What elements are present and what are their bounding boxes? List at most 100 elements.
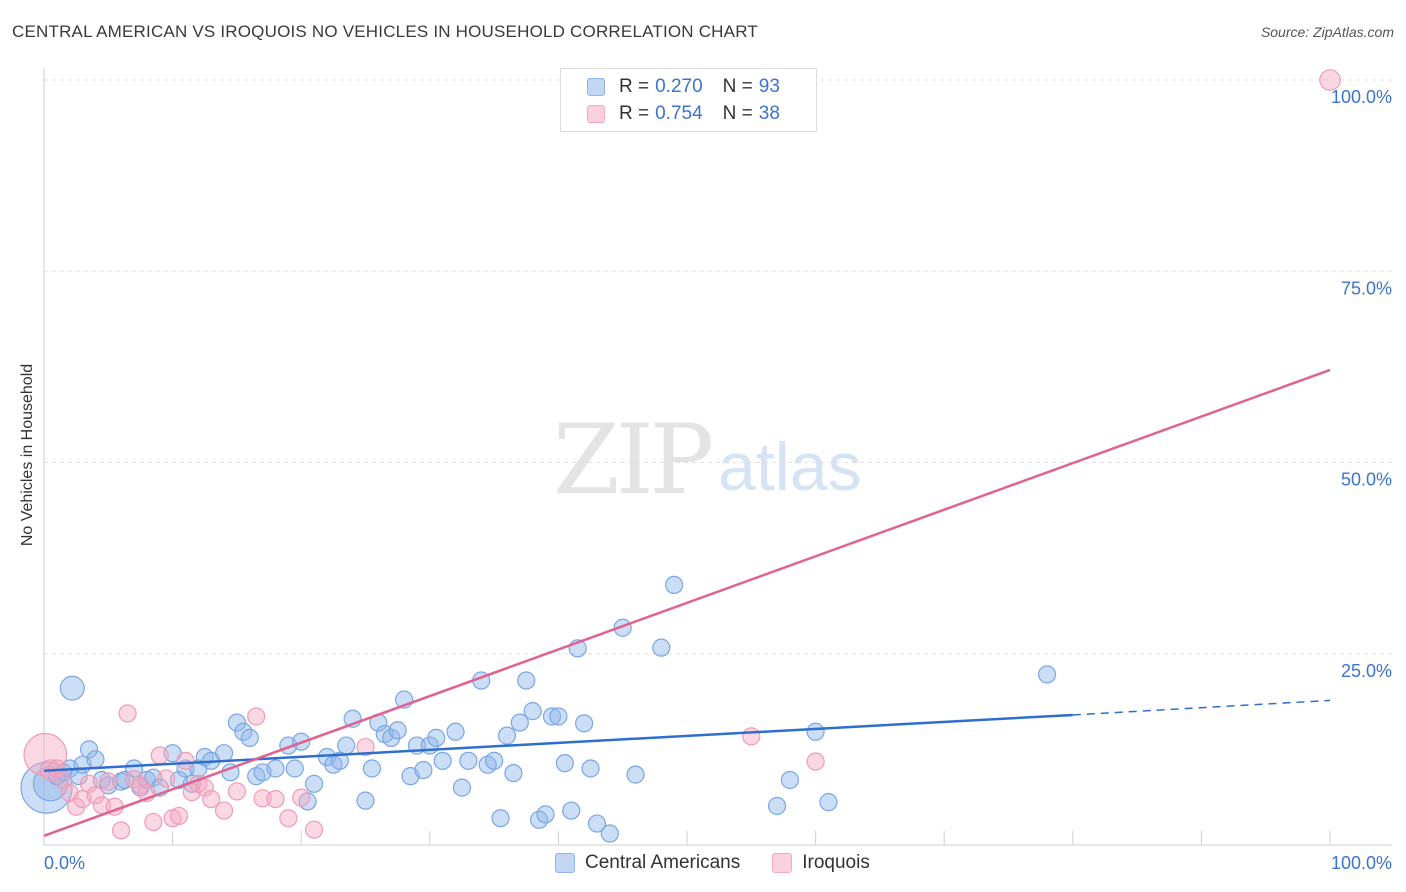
iroquois-point: [176, 751, 195, 770]
legend-r-value: 0.270: [655, 76, 703, 97]
iroquois-point: [279, 809, 298, 828]
central-american-point: [59, 675, 85, 701]
central-american-point: [542, 707, 562, 726]
central-american-point: [626, 765, 645, 784]
central-american-point: [517, 671, 536, 690]
central-american-point: [266, 759, 285, 778]
central-american-point: [652, 638, 671, 657]
iroquois-trendline: [43, 368, 1331, 837]
iroquois-point: [118, 704, 137, 723]
central-american-point: [575, 714, 594, 733]
central-american-point: [491, 809, 510, 828]
central-american-point: [227, 713, 246, 732]
central-american-point: [600, 824, 619, 843]
central-american-point: [504, 763, 523, 783]
central-american-point: [433, 751, 452, 770]
iroquois-point: [742, 727, 761, 746]
central-american-point: [485, 751, 504, 770]
watermark-atlas: atlas: [718, 429, 862, 505]
central-american-point: [497, 726, 517, 745]
series-legend: Central Americans Iroquois: [555, 852, 902, 874]
central-american-point: [240, 728, 259, 748]
legend-n-label: N =: [722, 103, 753, 124]
legend-n-value: 38: [758, 103, 780, 124]
legend-row-iroquois: R = 0.754 N = 38: [587, 102, 780, 126]
iroquois-point: [195, 778, 214, 797]
iroquois-point: [292, 788, 311, 807]
central-american-trendline: [43, 713, 1073, 773]
central-american-point: [446, 722, 465, 741]
central-american-point: [581, 759, 600, 778]
legend-n-label: N =: [722, 76, 753, 97]
legend-r-label: R =: [619, 76, 650, 97]
y-tick-label: 100.0%: [1331, 87, 1392, 107]
central-american-point: [304, 774, 324, 793]
central-american-point: [1037, 665, 1057, 684]
legend-r-value: 0.754: [655, 103, 703, 124]
central-american-point: [69, 767, 88, 786]
central-american-point: [124, 759, 144, 778]
central-american-point: [356, 791, 375, 810]
iroquois-point: [79, 774, 99, 793]
legend-swatch-iroquois: [587, 105, 605, 123]
y-tick-label: 50.0%: [1341, 470, 1392, 490]
central-american-point: [555, 754, 574, 773]
series-legend-central: Central Americans: [555, 852, 740, 874]
central-american-point: [767, 796, 787, 816]
source-label: Source: ZipAtlas.com: [1260, 24, 1394, 40]
iroquois-point: [202, 789, 221, 809]
central-american-trendline-extension: [1072, 699, 1331, 716]
central-american-point: [510, 713, 529, 732]
series-label-central: Central Americans: [585, 852, 741, 873]
legend: R = 0.270 N = 93 R = 0.754 N = 38: [560, 68, 817, 132]
central-american-point: [806, 722, 825, 741]
iroquois-point: [112, 821, 131, 840]
series-legend-iroquois: Iroquois: [772, 852, 870, 874]
series-label-iroquois: Iroquois: [802, 852, 870, 873]
iroquois-point: [806, 752, 825, 771]
series-swatch-iroquois: [772, 853, 793, 873]
iroquois-point: [247, 707, 266, 726]
central-american-point: [459, 751, 478, 770]
central-american-point: [523, 702, 542, 721]
iroquois-point: [1319, 69, 1341, 91]
central-american-point: [665, 575, 684, 595]
central-american-point: [587, 814, 607, 833]
iroquois-point: [86, 786, 105, 805]
legend-row-central: R = 0.270 N = 93: [587, 75, 780, 99]
iroquois-point: [356, 737, 375, 757]
x-tick-label: 100.0%: [1331, 853, 1392, 873]
central-american-point: [536, 805, 555, 824]
central-american-point: [79, 740, 99, 759]
central-american-point: [362, 759, 382, 778]
central-american-point: [330, 751, 349, 770]
iroquois-point: [214, 801, 234, 820]
iroquois-point: [169, 806, 189, 826]
x-tick-label: 0.0%: [44, 853, 85, 873]
iroquois-point: [150, 746, 169, 765]
central-american-point: [549, 707, 568, 726]
central-american-point: [214, 744, 234, 763]
central-american-point: [285, 759, 304, 778]
iroquois-point: [266, 789, 285, 809]
y-tick-label: 75.0%: [1341, 278, 1392, 298]
central-american-point: [86, 750, 105, 769]
central-american-point: [337, 736, 356, 755]
central-american-point: [414, 760, 433, 780]
legend-n-value: 93: [758, 76, 780, 97]
central-american-point: [780, 770, 799, 790]
central-american-point: [452, 778, 472, 797]
iroquois-point: [253, 789, 272, 808]
series-swatch-central: [555, 853, 575, 873]
watermark-zip: ZIP: [553, 404, 714, 516]
iroquois-point: [23, 732, 68, 777]
chart-title: CENTRAL AMERICAN VS IROQUOIS NO VEHICLES…: [12, 22, 758, 41]
legend-swatch-central: [587, 78, 605, 96]
iroquois-point: [227, 782, 246, 801]
central-american-point: [388, 721, 407, 740]
iroquois-point: [157, 769, 176, 788]
y-tick-label: 25.0%: [1341, 661, 1392, 681]
iroquois-point: [144, 812, 163, 832]
legend-r-label: R =: [619, 103, 650, 124]
